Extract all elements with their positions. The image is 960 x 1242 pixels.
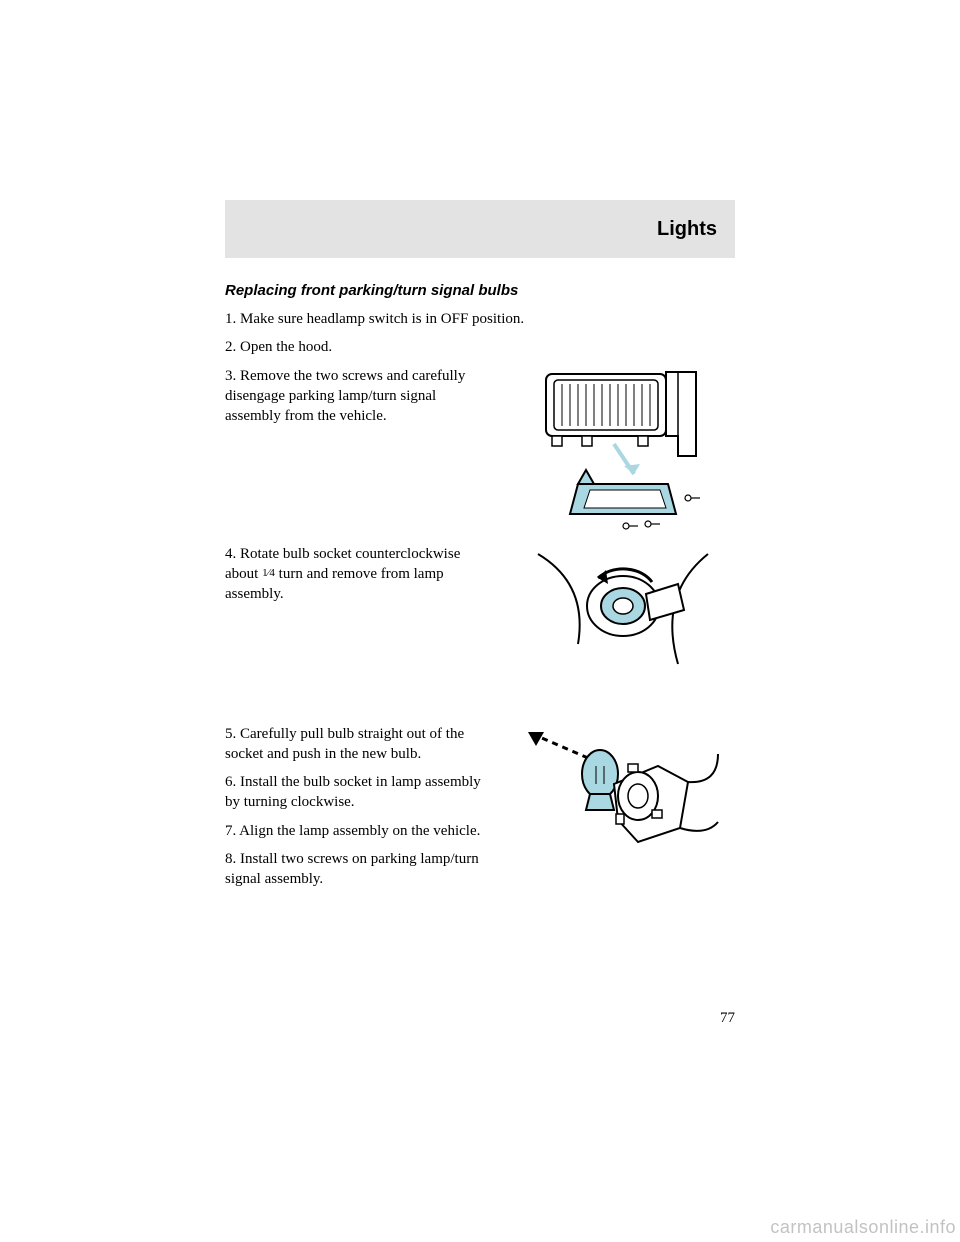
watermark: carmanualsonline.info [770, 1217, 956, 1238]
page-content: Lights Replacing front parking/turn sign… [225, 200, 735, 905]
section-title: Lights [657, 218, 717, 241]
step-3: 3. Remove the two screws and carefully d… [225, 366, 495, 427]
subheading: Replacing front parking/turn signal bulb… [225, 282, 735, 299]
step-6: 6. Install the bulb socket in lamp assem… [225, 772, 495, 813]
step-2: 2. Open the hood. [225, 337, 735, 357]
step-4-fraction: 1⁄4 [262, 567, 275, 579]
figure-1-assembly-icon [518, 366, 728, 536]
step-8: 8. Install two screws on parking lamp/tu… [225, 849, 495, 890]
step-1: 1. Make sure headlamp switch is in OFF p… [225, 309, 735, 329]
page-number: 77 [720, 1010, 735, 1027]
figure-3-pull-bulb-icon [518, 724, 728, 864]
step-7: 7. Align the lamp assembly on the vehicl… [225, 821, 495, 841]
section-header-bar: Lights [225, 200, 735, 258]
step-5: 5. Carefully pull bulb straight out of t… [225, 724, 495, 765]
figure-2-rotate-icon [528, 544, 718, 674]
row-step-4: 4. Rotate bulb socket counterclockwise a… [225, 544, 735, 674]
row-step-3: 3. Remove the two screws and carefully d… [225, 366, 735, 536]
step-4: 4. Rotate bulb socket counterclockwise a… [225, 544, 495, 605]
row-step-5: 5. Carefully pull bulb straight out of t… [225, 724, 735, 898]
